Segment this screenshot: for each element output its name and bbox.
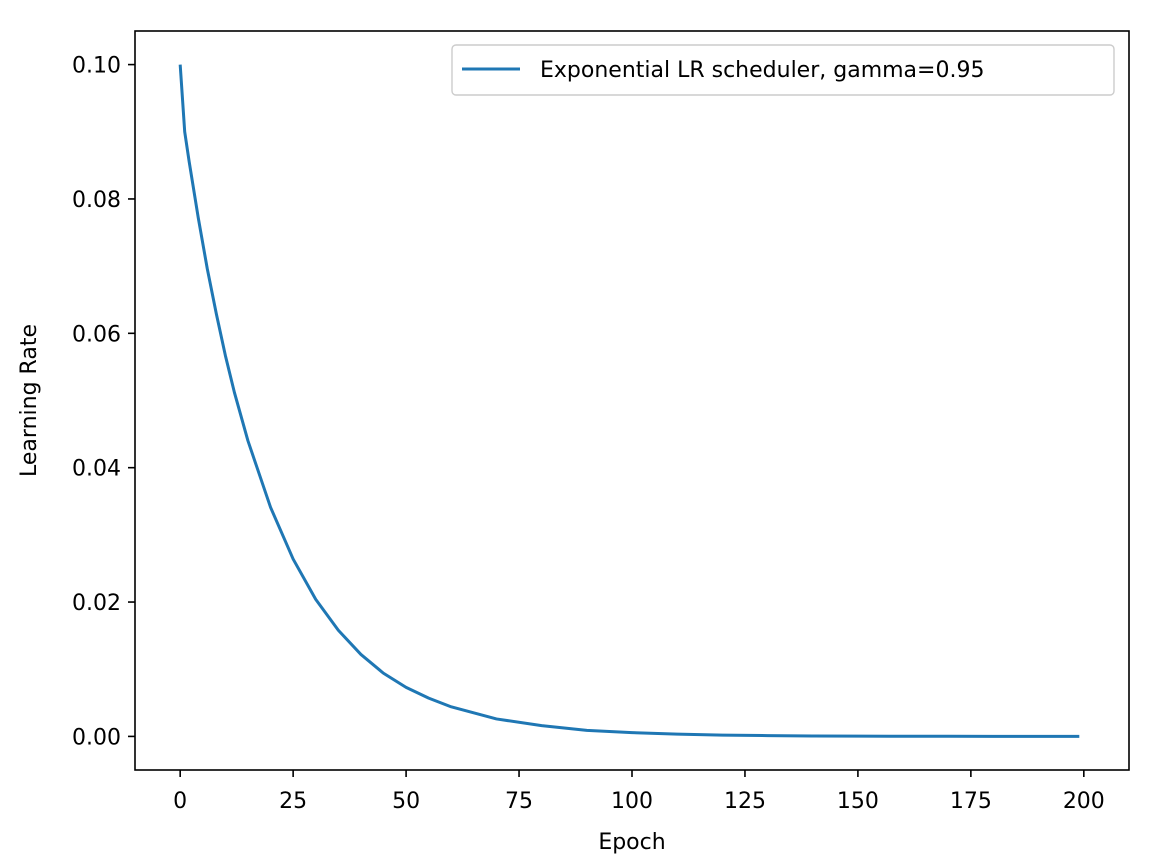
y-axis-label: Learning Rate xyxy=(17,324,42,477)
x-axis-ticks: 0 25 50 75 100 125 150 175 200 xyxy=(173,770,1105,814)
y-tick-label: 0.10 xyxy=(72,54,121,79)
x-tick-label: 175 xyxy=(950,789,992,814)
y-tick-label: 0.02 xyxy=(72,591,121,616)
x-tick-label: 0 xyxy=(173,789,187,814)
y-tick-label: 0.08 xyxy=(72,188,121,213)
y-axis-ticks: 0.00 0.02 0.04 0.06 0.08 0.10 xyxy=(72,54,135,750)
y-tick-label: 0.06 xyxy=(72,322,121,347)
x-tick-label: 150 xyxy=(837,789,879,814)
legend-label: Exponential LR scheduler, gamma=0.95 xyxy=(540,58,984,83)
x-tick-label: 50 xyxy=(392,789,420,814)
legend-box xyxy=(451,44,1115,96)
x-tick-label: 125 xyxy=(724,789,766,814)
x-tick-label: 100 xyxy=(611,789,653,814)
x-tick-label: 200 xyxy=(1063,789,1105,814)
y-tick-label: 0.00 xyxy=(72,725,121,750)
legend: Exponential LR scheduler, gamma=0.95 xyxy=(451,44,1115,96)
x-tick-label: 25 xyxy=(279,789,307,814)
series-line xyxy=(178,64,1080,738)
x-axis-label: Epoch xyxy=(598,830,665,855)
series-layer xyxy=(178,64,1080,738)
x-tick-label: 75 xyxy=(505,789,533,814)
axes-frame xyxy=(134,30,1130,771)
y-tick-label: 0.04 xyxy=(72,457,121,482)
